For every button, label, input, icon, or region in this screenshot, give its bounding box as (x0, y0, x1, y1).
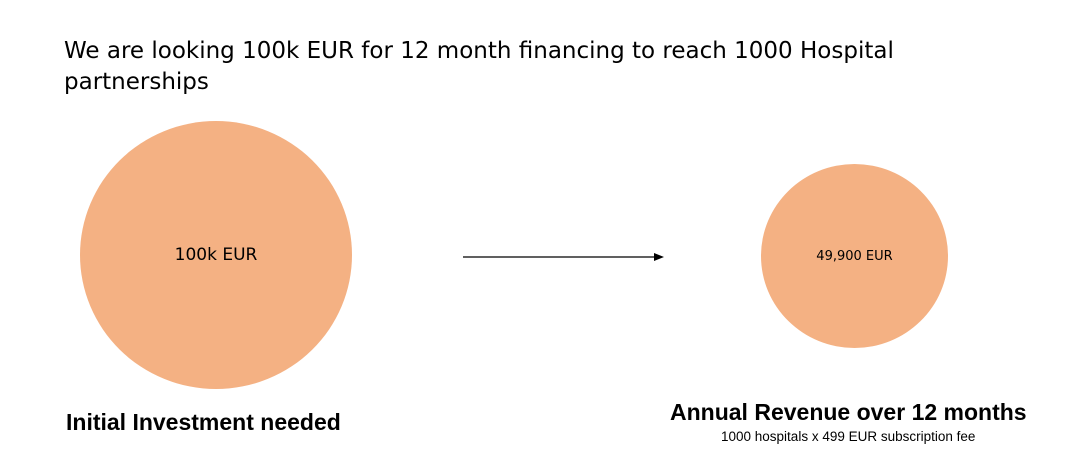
investment-circle: 100k EUR (80, 121, 352, 389)
arrow-head (654, 253, 664, 261)
right-arrow-icon (463, 253, 664, 261)
revenue-circle: 49,900 EUR (761, 164, 948, 348)
page-headline: We are looking 100k EUR for 12 month fin… (64, 38, 894, 95)
revenue-caption: Annual Revenue over 12 months (670, 399, 1027, 425)
revenue-subcaption: 1000 hospitals x 499 EUR subscription fe… (721, 429, 976, 444)
investment-amount-label: 100k EUR (174, 245, 258, 265)
investment-caption: Initial Investment needed (66, 409, 341, 435)
revenue-amount-label: 49,900 EUR (816, 248, 893, 264)
